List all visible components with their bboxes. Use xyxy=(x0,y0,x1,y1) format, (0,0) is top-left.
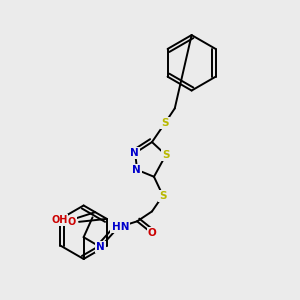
Text: N: N xyxy=(132,165,140,175)
Text: S: S xyxy=(162,150,169,160)
Text: N: N xyxy=(96,242,105,252)
Text: OH: OH xyxy=(51,215,68,225)
Text: O: O xyxy=(148,228,156,238)
Text: S: S xyxy=(159,190,166,201)
Text: S: S xyxy=(161,118,169,128)
Text: N: N xyxy=(130,148,139,158)
Text: O: O xyxy=(68,217,76,227)
Text: HN: HN xyxy=(112,222,129,232)
